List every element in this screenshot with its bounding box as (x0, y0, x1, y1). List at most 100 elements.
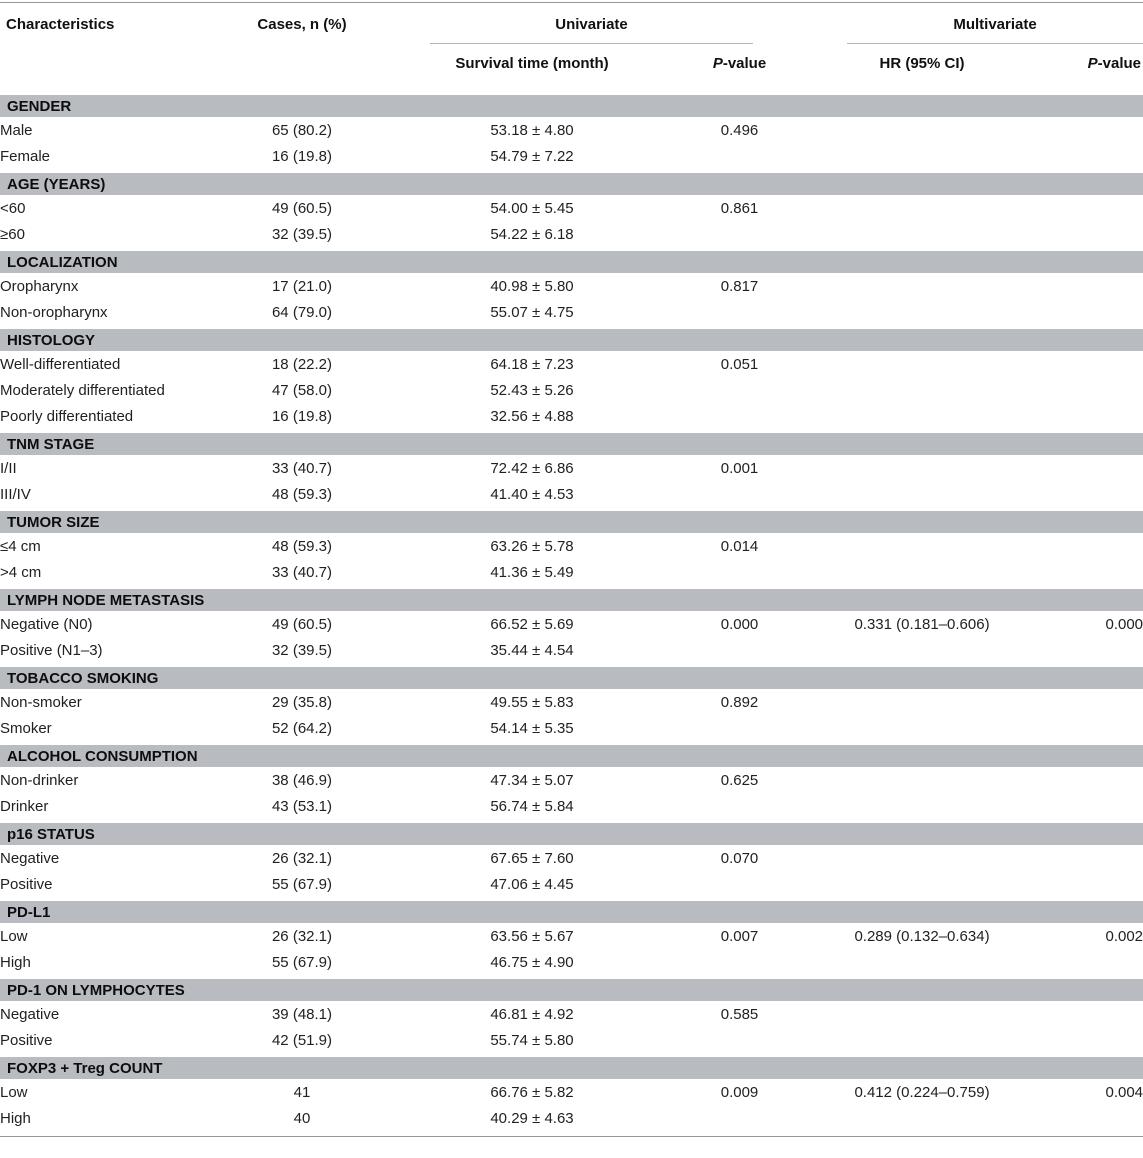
spacer-cell (787, 455, 847, 481)
cases-cell: 26 (32.1) (271, 927, 333, 945)
table-row: Non-oropharynx 64 (79.0) 55.07 ± 4.75 (0, 299, 1143, 327)
cases-cell: 32 (39.5) (271, 641, 333, 659)
section-title: AGE (YEARS) (0, 169, 1143, 195)
p-value-univariate-cell: 0.000 (720, 615, 759, 633)
header-spacer (787, 2, 848, 89)
row-label-cell: Positive (N1–3) (0, 641, 103, 659)
hr-ci-cell (847, 377, 997, 403)
survival-time-cell: 54.79 ± 7.22 (490, 147, 574, 165)
survival-time-cell: 35.44 ± 4.54 (490, 641, 574, 659)
p-value-univariate-cell: 0.892 (720, 693, 759, 711)
row-label-cell: High (0, 953, 31, 971)
table-row: Smoker 52 (64.2) 54.14 ± 5.35 (0, 715, 1143, 743)
section-title: PD-L1 (0, 897, 1143, 923)
group-header-multivariate: Multivariate (847, 3, 1143, 44)
cases-cell: 33 (40.7) (271, 459, 333, 477)
hr-ci-cell (847, 689, 997, 715)
hr-ci-cell: 0.412 (0.224–0.759) (854, 1083, 990, 1101)
column-header-characteristics: Characteristics (0, 2, 232, 89)
section-header-row: PD-1 ON LYMPHOCYTES (0, 975, 1143, 1001)
table-row: Non-smoker 29 (35.8) 49.55 ± 5.83 0.892 (0, 689, 1143, 715)
spacer-cell (787, 637, 847, 665)
spacer-cell (787, 793, 847, 821)
survival-time-cell: 52.43 ± 5.26 (490, 381, 574, 399)
cases-cell: 38 (46.9) (271, 771, 333, 789)
spacer-cell (787, 923, 847, 949)
p-value-multivariate-cell (997, 481, 1143, 509)
p-value-univariate-cell: 0.625 (720, 771, 759, 789)
group-header-univariate-label: Univariate (430, 16, 754, 44)
p-value-univariate-cell: 0.009 (720, 1083, 759, 1101)
p-value-univariate-cell (692, 637, 787, 665)
p-value-univariate-cell (692, 1105, 787, 1131)
p-value-multivariate-cell (997, 845, 1143, 871)
survival-time-cell: 46.75 ± 4.90 (490, 953, 574, 971)
survival-time-cell: 46.81 ± 4.92 (490, 1005, 574, 1023)
table-row: High 55 (67.9) 46.75 ± 4.90 (0, 949, 1143, 977)
row-label-cell: Non-drinker (0, 771, 79, 789)
characteristics-table: Characteristics Cases, n (%) Univariate … (0, 2, 1143, 1131)
section-title: HISTOLOGY (0, 325, 1143, 351)
section-title: ALCOHOL CONSUMPTION (0, 741, 1143, 767)
survival-time-cell: 41.36 ± 5.49 (490, 563, 574, 581)
hr-ci-cell (847, 559, 997, 587)
p-value-multivariate-cell (997, 949, 1143, 977)
survival-time-cell: 72.42 ± 6.86 (490, 459, 574, 477)
p-value-univariate-cell: 0.007 (720, 927, 759, 945)
row-label-cell: High (0, 1109, 31, 1127)
spacer-cell (787, 845, 847, 871)
section-header-row: AGE (YEARS) (0, 169, 1143, 195)
group-header-univariate: Univariate (372, 3, 787, 44)
row-label-cell: Drinker (0, 797, 49, 815)
cases-cell: 65 (80.2) (271, 121, 333, 139)
hr-ci-cell: 0.331 (0.181–0.606) (854, 615, 990, 633)
p-value-univariate-cell (692, 715, 787, 743)
spacer-cell (787, 221, 847, 249)
p-value-multivariate-cell (997, 1027, 1143, 1055)
section-header-row: PD-L1 (0, 897, 1143, 923)
survival-time-cell: 41.40 ± 4.53 (490, 485, 574, 503)
section-header-row: GENDER (0, 82, 1143, 117)
p-value-univariate-cell: 0.496 (720, 121, 759, 139)
p-value-multivariate-cell (997, 273, 1143, 299)
hr-ci-cell (847, 351, 997, 377)
row-label-cell: I/II (0, 459, 17, 477)
hr-ci-cell (847, 1027, 997, 1055)
survival-time-cell: 54.14 ± 5.35 (490, 719, 574, 737)
hr-ci-cell (847, 949, 997, 977)
hr-ci-cell (847, 195, 997, 221)
p-value-multivariate-cell (997, 637, 1143, 665)
section-header-row: ALCOHOL CONSUMPTION (0, 741, 1143, 767)
row-label-cell: Negative (N0) (0, 615, 93, 633)
table-row: Drinker 43 (53.1) 56.74 ± 5.84 (0, 793, 1143, 821)
hr-ci-cell (847, 1105, 997, 1131)
survival-time-cell: 63.56 ± 5.67 (490, 927, 574, 945)
hr-ci-cell (847, 871, 997, 899)
spacer-cell (787, 611, 847, 637)
p-value-univariate-cell (692, 403, 787, 431)
p-value-univariate-cell (692, 481, 787, 509)
p-value-univariate-cell (692, 221, 787, 249)
column-header-cases: Cases, n (%) (232, 2, 372, 89)
table-row: I/II 33 (40.7) 72.42 ± 6.86 0.001 (0, 455, 1143, 481)
table-row: Negative (N0) 49 (60.5) 66.52 ± 5.69 0.000 0… (0, 611, 1143, 637)
p-value-italic-p: P (1087, 54, 1098, 72)
table-row: III/IV 48 (59.3) 41.40 ± 4.53 (0, 481, 1143, 509)
spacer-cell (787, 299, 847, 327)
spacer-cell (787, 949, 847, 977)
cases-cell: 64 (79.0) (271, 303, 333, 321)
row-label-cell: ≤4 cm (0, 537, 41, 555)
survival-time-cell: 63.26 ± 5.78 (490, 537, 574, 555)
p-value-multivariate-cell (997, 767, 1143, 793)
survival-time-cell: 66.76 ± 5.82 (490, 1083, 574, 1101)
table-row: <60 49 (60.5) 54.00 ± 5.45 0.861 (0, 195, 1143, 221)
p-value-univariate-cell (692, 299, 787, 327)
row-label-cell: <60 (0, 199, 26, 217)
cases-cell: 16 (19.8) (271, 147, 333, 165)
section-header-row: FOXP3 + Treg COUNT (0, 1053, 1143, 1079)
p-value-multivariate-cell (997, 871, 1143, 899)
spacer-cell (787, 559, 847, 587)
row-label-cell: III/IV (0, 485, 31, 503)
spacer-cell (787, 273, 847, 299)
